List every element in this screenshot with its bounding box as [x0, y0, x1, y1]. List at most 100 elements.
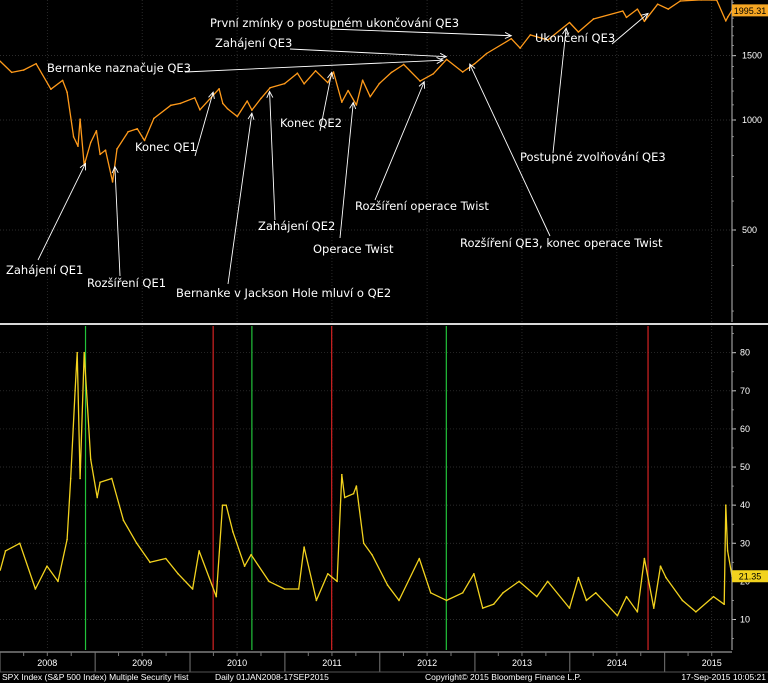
spx-point: [667, 8, 670, 10]
vix-point: [429, 592, 432, 594]
annotation-label: Ukončení QE3: [535, 31, 615, 45]
spx-point: [251, 109, 253, 111]
annotation-leader: [184, 59, 443, 73]
spx-point: [700, 0, 702, 1]
y-tick-label: 50: [740, 462, 750, 472]
x-tick-label: 2010: [227, 658, 247, 668]
vix-point: [135, 542, 138, 545]
spx-point: [378, 82, 381, 85]
spx-point: [116, 148, 118, 150]
spx-point: [592, 18, 595, 20]
spx-point: [218, 88, 220, 90]
spx-point: [510, 37, 513, 40]
vix-last-value-label: 21.35: [739, 572, 762, 582]
vix-point: [636, 611, 639, 613]
spx-point: [445, 58, 448, 61]
vix-point: [99, 481, 101, 484]
vix-point: [643, 557, 646, 560]
series-lines: [0, 0, 733, 617]
spx-point: [727, 16, 729, 18]
vix-point: [46, 565, 48, 567]
vix-point: [726, 550, 729, 552]
annotation-label: Postupné zvolňování QE3: [520, 150, 666, 164]
annotation-arrowhead: [562, 27, 569, 35]
annotation-label: Rozšíření QE1: [87, 276, 166, 290]
annotation-arrowhead: [439, 52, 448, 60]
vix-point: [268, 580, 270, 583]
vix-point: [149, 561, 151, 564]
footer: SPX Index (S&P 500 Index) Multiple Secur…: [2, 672, 766, 682]
annotation-label: Rozšíření QE3, konec operace Twist: [460, 236, 663, 250]
y-tick-label: 70: [740, 386, 750, 396]
y-tick-label: 80: [740, 348, 750, 358]
vix-point: [34, 588, 37, 590]
vix-point: [225, 504, 227, 506]
vix-point: [122, 519, 125, 522]
annotation-arrowhead: [436, 57, 444, 64]
annotation-leader: [339, 102, 354, 239]
annotation-leader: [289, 48, 447, 58]
annotation-leader: [269, 91, 276, 221]
spx-point: [136, 127, 139, 130]
y-tick-label: 1500: [742, 51, 762, 61]
vix-point: [341, 473, 343, 476]
annotation-arrowhead: [504, 32, 513, 39]
grid: [0, 0, 768, 650]
spx-point: [50, 88, 52, 91]
spx-point: [625, 16, 628, 19]
annotation-arrowhead: [247, 112, 255, 120]
spx-point: [529, 34, 532, 36]
annotations: První zmínky o postupném ukončování QE3 Z…: [6, 12, 666, 300]
vix-point: [76, 351, 79, 354]
spx-point: [35, 62, 37, 65]
annotation-label: Rozšíření operace Twist: [355, 199, 489, 213]
spx-point: [656, 3, 659, 5]
vix-point: [625, 595, 628, 598]
spx-point: [226, 107, 229, 110]
spx-point: [326, 81, 329, 84]
spx-point: [111, 181, 114, 183]
vix-point: [723, 603, 726, 606]
annotation-leader: [552, 28, 567, 154]
annotation-arrowhead: [641, 12, 649, 21]
vix-point: [546, 580, 549, 583]
vix-point: [66, 538, 68, 541]
vix-point: [326, 572, 329, 575]
annotation-arrowhead: [111, 165, 119, 174]
vix-point: [191, 588, 194, 590]
y-tick-label: 40: [740, 500, 750, 510]
spx-point: [199, 109, 201, 111]
spx-point: [104, 149, 107, 151]
vix-point: [616, 614, 619, 617]
annotation-leader: [611, 13, 649, 45]
annotation-leader: [329, 28, 512, 37]
y-tick-label: 60: [740, 424, 750, 434]
spx-point: [89, 141, 92, 144]
vix-point: [250, 553, 252, 556]
footer-range: Daily 01JAN2008-17SEP2015: [215, 672, 329, 682]
vix-point: [79, 477, 81, 480]
vix-point: [352, 492, 355, 495]
y-tick-label: 10: [740, 615, 750, 625]
vix-point: [535, 595, 538, 598]
annotation-label: Bernanke naznačuje QE3: [47, 61, 191, 75]
spx-point: [127, 130, 129, 133]
spx-point: [153, 117, 155, 120]
spx-point: [715, 0, 718, 1]
vix-point: [659, 565, 662, 567]
vix-point: [724, 504, 727, 506]
vix-point: [355, 485, 358, 487]
x-tick-label: 2008: [37, 658, 57, 668]
spx-point: [296, 72, 299, 74]
vix-point: [585, 599, 588, 602]
vix-point: [695, 611, 697, 613]
y-tick-label: 30: [740, 538, 750, 548]
vix-point: [343, 496, 346, 499]
vix-point: [418, 557, 421, 560]
annotation-label: Konec QE1: [135, 140, 197, 154]
vix-point: [69, 477, 72, 480]
x-tick-label: 2012: [417, 658, 437, 668]
vix-point: [74, 390, 76, 392]
spx-point: [10, 71, 13, 74]
